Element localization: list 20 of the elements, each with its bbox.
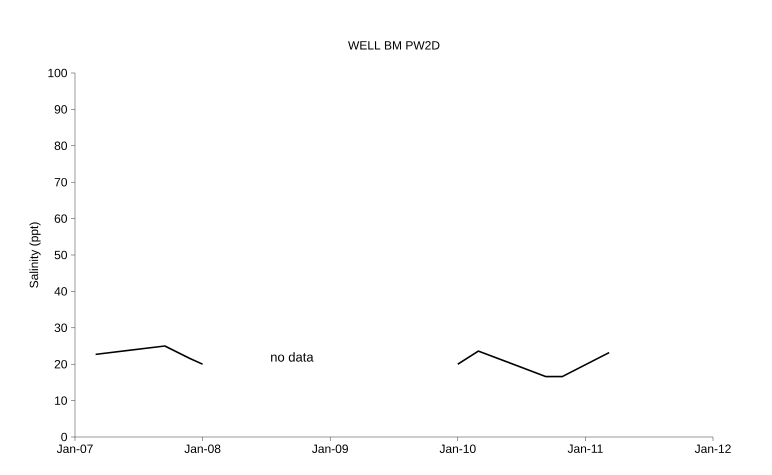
x-tick-label: Jan-07 (56, 444, 93, 454)
y-tick-label: 0 (61, 432, 68, 442)
chart-title: WELL BM PW2D (348, 41, 440, 50)
y-tick-label: 40 (54, 287, 68, 296)
x-tick-label: Jan-09 (312, 444, 348, 454)
y-tick-label: 50 (54, 250, 68, 260)
y-tick-label: 90 (54, 105, 68, 114)
y-tick-label: 70 (54, 178, 68, 186)
x-tick-label: Jan-10 (440, 444, 476, 454)
y-axis-title: Salinity (ppt) (29, 222, 41, 288)
x-tick-label: Jan-11 (568, 444, 603, 453)
y-tick-label: 80 (54, 142, 68, 150)
y-tick-label: 20 (54, 360, 68, 368)
y-tick-label: 10 (55, 396, 68, 405)
y-tick-label: 30 (54, 324, 68, 332)
x-tick-label: Jan-08 (184, 444, 220, 454)
x-tick-label: Jan-12 (694, 444, 731, 454)
y-tick-label: 100 (48, 68, 68, 78)
y-tick-label: 60 (54, 214, 68, 223)
annotation: no data (271, 352, 314, 362)
